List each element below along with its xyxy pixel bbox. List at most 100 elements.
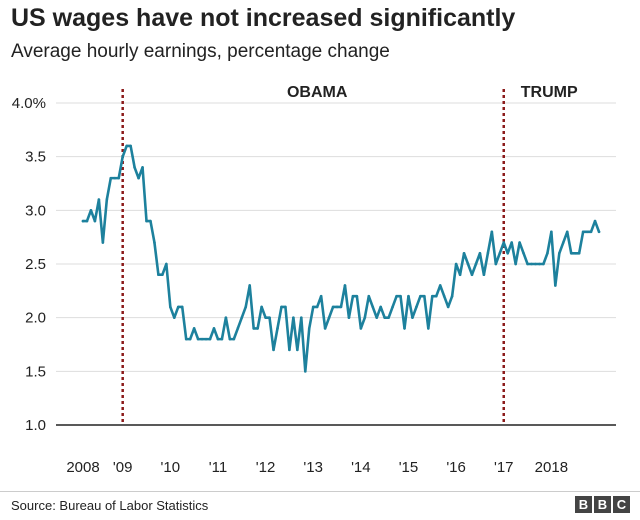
data-point bbox=[589, 230, 593, 234]
data-point bbox=[534, 262, 537, 266]
series-line bbox=[81, 144, 601, 373]
data-point bbox=[208, 337, 212, 341]
data-point bbox=[212, 327, 216, 330]
data-point bbox=[558, 251, 561, 255]
data-point bbox=[296, 348, 299, 352]
data-point bbox=[359, 327, 363, 330]
data-point bbox=[530, 262, 533, 266]
data-point bbox=[216, 337, 220, 341]
data-point bbox=[458, 273, 462, 277]
term-markers bbox=[121, 89, 505, 425]
data-point bbox=[137, 176, 140, 180]
x-tick-label: '17 bbox=[494, 459, 514, 476]
data-point bbox=[474, 262, 478, 266]
data-point bbox=[200, 337, 204, 341]
data-point bbox=[89, 209, 93, 212]
bbc-logo: B B C bbox=[575, 496, 630, 513]
x-tick-label: 2008 bbox=[66, 459, 99, 476]
data-point bbox=[371, 305, 375, 309]
data-point bbox=[415, 305, 418, 309]
data-point bbox=[176, 305, 180, 309]
data-point bbox=[403, 327, 406, 330]
term-label: TRUMP bbox=[521, 84, 578, 101]
data-point bbox=[292, 316, 295, 319]
data-point bbox=[153, 241, 156, 244]
data-point bbox=[466, 262, 470, 266]
data-point bbox=[577, 251, 581, 255]
logo-letter-b2: B bbox=[594, 496, 611, 513]
data-point bbox=[518, 241, 521, 244]
data-point bbox=[411, 316, 414, 319]
data-point bbox=[486, 251, 490, 255]
data-point bbox=[355, 294, 359, 298]
data-point bbox=[526, 262, 529, 266]
data-point bbox=[335, 305, 339, 309]
footer-divider bbox=[0, 491, 640, 492]
data-point bbox=[276, 327, 279, 330]
data-point bbox=[434, 294, 438, 298]
data-point bbox=[228, 337, 232, 341]
data-point bbox=[319, 294, 323, 298]
data-point bbox=[446, 305, 450, 309]
data-point bbox=[315, 305, 319, 309]
data-point bbox=[113, 176, 117, 180]
data-point bbox=[204, 337, 208, 341]
data-point bbox=[248, 284, 252, 287]
logo-letter-c: C bbox=[613, 496, 630, 513]
data-point bbox=[300, 316, 303, 319]
data-point bbox=[109, 176, 113, 180]
data-point bbox=[141, 166, 144, 169]
data-point bbox=[288, 348, 291, 352]
data-point bbox=[343, 284, 347, 287]
x-tick-label: '13 bbox=[303, 459, 323, 476]
data-point bbox=[383, 316, 386, 319]
data-point bbox=[196, 337, 200, 341]
data-point bbox=[407, 294, 410, 298]
x-tick-label: '11 bbox=[209, 459, 227, 476]
data-point bbox=[573, 251, 577, 255]
data-point bbox=[462, 251, 466, 255]
data-point bbox=[327, 316, 331, 319]
data-point bbox=[593, 219, 597, 223]
axis-labels: 4.0% 3.5 3.0 2.5 2.0 1.5 1.0 2008 '09 '10 '11 '12 '1… bbox=[12, 84, 578, 476]
data-point bbox=[260, 305, 263, 309]
y-tick-label: 1.5 bbox=[25, 363, 46, 380]
data-point bbox=[133, 166, 136, 169]
data-point bbox=[597, 230, 601, 234]
data-point bbox=[81, 219, 85, 223]
data-point bbox=[220, 337, 224, 341]
data-point bbox=[252, 327, 255, 330]
y-tick-label: 2.5 bbox=[25, 256, 46, 273]
data-point bbox=[423, 294, 426, 298]
data-point bbox=[97, 198, 101, 201]
data-point bbox=[121, 155, 124, 158]
x-tick-label: '09 bbox=[113, 459, 133, 476]
y-tick-label: 2.0 bbox=[25, 310, 46, 327]
data-point bbox=[85, 219, 89, 223]
data-point bbox=[561, 241, 565, 244]
data-point bbox=[161, 273, 164, 277]
data-point bbox=[482, 273, 486, 277]
data-point bbox=[149, 219, 152, 223]
data-point bbox=[510, 241, 513, 244]
data-point bbox=[554, 284, 557, 287]
chart-subtitle: Average hourly earnings, percentage chan… bbox=[11, 41, 390, 62]
data-point bbox=[522, 251, 525, 255]
data-point bbox=[375, 316, 379, 319]
data-point bbox=[363, 316, 367, 319]
gridlines bbox=[56, 102, 616, 426]
data-point bbox=[478, 251, 482, 255]
data-point bbox=[514, 262, 517, 266]
data-point bbox=[538, 262, 541, 266]
data-point bbox=[284, 305, 287, 309]
data-point bbox=[470, 273, 474, 277]
data-point bbox=[192, 327, 196, 330]
data-point bbox=[145, 219, 148, 223]
data-point bbox=[165, 262, 168, 266]
data-point bbox=[502, 241, 506, 244]
data-point bbox=[494, 262, 498, 266]
period-label: OBAMA bbox=[287, 84, 348, 101]
data-point bbox=[427, 327, 430, 330]
data-point bbox=[565, 230, 569, 234]
chart-title: US wages have not increased significantl… bbox=[11, 4, 516, 32]
